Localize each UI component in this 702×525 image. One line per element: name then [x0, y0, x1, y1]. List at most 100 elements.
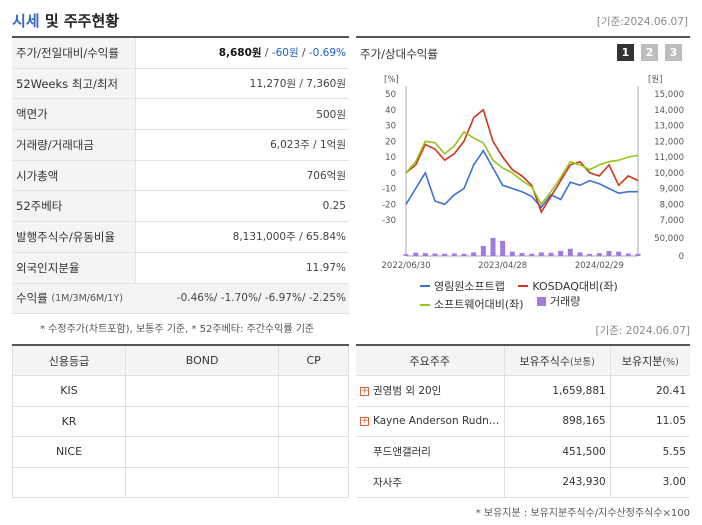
- returns-row: 수익률 (1M/3M/6M/1Y) -0.46%/ -1.70%/ -6.97%…: [12, 283, 349, 315]
- table-row: KIS: [12, 375, 349, 407]
- volume-bar: [529, 253, 535, 256]
- table-row: NICE: [12, 436, 349, 468]
- footnote-left: * 수정주가(차트포함), 보통주 기준, * 52주베타: 주간수익률 기준: [40, 324, 315, 335]
- summary-table: 주가/전일대비/수익률 8,680원 / -60원 / -0.69% 52Wee…: [12, 36, 349, 315]
- right-tick-label: 9,000: [660, 185, 684, 195]
- x-tick-label: 2023/04/28: [478, 261, 527, 271]
- holder-name: 푸드앤갤러리: [356, 436, 504, 468]
- period-tab-1[interactable]: 1: [617, 44, 634, 61]
- price-value: 8,680원: [218, 47, 262, 60]
- holder-shares: 898,165: [503, 406, 611, 437]
- holder-shares: 1,659,881: [503, 375, 611, 407]
- legend-kosdaq: KOSDAQ대비(좌): [518, 279, 618, 294]
- legend-volume: 거래량: [537, 294, 580, 309]
- volume-bar: [616, 251, 622, 256]
- right-tick-label: 7,000: [660, 216, 684, 226]
- chart-legend: 영림원소프트랩 KOSDAQ대비(좌) 소프트웨어대비(좌) 거래량: [420, 276, 680, 312]
- credit-cp: [278, 405, 349, 437]
- volume-bar: [480, 245, 486, 256]
- holder-name: 자사주: [356, 467, 504, 498]
- volume-bar: [587, 253, 593, 256]
- summary-label: 거래량/거래대금: [12, 130, 136, 160]
- summary-row-price: 주가/전일대비/수익률 8,680원 / -60원 / -0.69%: [12, 38, 349, 69]
- summary-value: 706억원: [306, 170, 346, 183]
- table-row: 푸드앤갤러리 451,500 5.55: [356, 436, 690, 468]
- holder-pct: 20.41: [609, 375, 690, 407]
- table-row: + Kayne Anderson Rudn… 898,165 11.05: [356, 406, 690, 437]
- volume-bar: [490, 238, 496, 256]
- footnote-right: * 보유지분 : 보유지분주식수/지수산정주식수×100: [475, 508, 690, 519]
- credit-cp: [278, 466, 349, 498]
- returns-label-text: 수익률: [16, 291, 48, 306]
- left-tick-label: 20: [385, 137, 396, 147]
- summary-value: 0.25: [322, 200, 346, 213]
- summary-label: 외국인지분율: [12, 252, 136, 283]
- chart-panel: 주가/상대수익률 1 2 3 [%] [원] 50 40 30 20 10 0 -10 -20 -3…: [356, 36, 690, 312]
- summary-label: 52주베타: [12, 191, 136, 222]
- volume-bar: [625, 253, 631, 256]
- credit-bond: [124, 466, 280, 498]
- summary-row: 외국인지분율 11.97%: [12, 252, 349, 284]
- volume-bar: [500, 240, 506, 256]
- summary-value: 11.97%: [305, 261, 346, 274]
- kosdaq-line: [405, 108, 639, 214]
- legend-stock: 영림원소프트랩: [420, 279, 505, 294]
- expand-plus-icon[interactable]: +: [360, 385, 369, 396]
- credit-agency: KIS: [12, 375, 126, 407]
- as-of-date: [기준:2024.06.07]: [596, 16, 688, 28]
- shareholders-table: 주요주주 보유주식수(보통) 보유지분(%) + 권영범 외 20인 1,659,…: [356, 344, 690, 498]
- period-tab-2[interactable]: 2: [641, 44, 658, 61]
- period-tab-3[interactable]: 3: [665, 44, 682, 61]
- table-row: [12, 466, 349, 498]
- volume-bar: [403, 254, 409, 256]
- left-tick-label: -30: [382, 216, 396, 226]
- summary-value: 8,680원 / -60원 / -0.69%: [218, 47, 346, 60]
- right-tick-label: 13,000: [654, 122, 684, 132]
- summary-value: 6,023주 / 1억원: [270, 139, 346, 152]
- summary-row: 거래량/거래대금 6,023주 / 1억원: [12, 130, 349, 161]
- volume-bar: [558, 250, 564, 256]
- table-row: KR: [12, 405, 349, 437]
- right-tick-label: 15,000: [654, 90, 684, 100]
- credit-header: 신용등급: [12, 344, 126, 376]
- returns-label-small: (1M/3M/6M/1Y): [51, 292, 123, 304]
- holders-header: 보유지분(%): [609, 345, 690, 376]
- expand-plus-icon[interactable]: +: [360, 415, 369, 426]
- holder-shares: 243,930: [503, 467, 611, 498]
- holders-header: 주요주주: [356, 345, 504, 376]
- volume-bar: [548, 252, 554, 256]
- summary-value: 500원: [316, 108, 346, 121]
- credit-bond: [124, 405, 280, 437]
- right-axis-unit: [원]: [648, 75, 662, 85]
- title-bar: 시세 및 주주현황 [기준:2024.06.07]: [0, 0, 702, 34]
- volume-bar: [422, 253, 428, 256]
- summary-label: 시가총액: [12, 160, 136, 191]
- volume-tick-label: 0: [679, 252, 684, 262]
- x-tick-label: 2022/06/30: [382, 261, 431, 271]
- volume-bar: [413, 252, 419, 256]
- credit-cp: [278, 436, 349, 468]
- volume-bar: [635, 253, 641, 256]
- credit-rating-table: 신용등급 BOND CP KIS KR NICE: [12, 344, 349, 498]
- right-tick-label: 8,000: [660, 200, 684, 210]
- left-tick-label: 0: [391, 169, 396, 179]
- holder-pct: 5.55: [609, 436, 690, 468]
- right-tick-label: 10,000: [654, 169, 684, 179]
- summary-label: 주가/전일대비/수익률: [12, 38, 136, 68]
- left-axis-unit: [%]: [384, 75, 399, 85]
- as-of-date-2: [기준: 2024.06.07]: [595, 325, 690, 337]
- software-line: [405, 130, 639, 206]
- change-value: -60원: [271, 47, 299, 60]
- rate-value: -0.69%: [308, 47, 346, 60]
- right-tick-label: 14,000: [654, 106, 684, 116]
- right-tick-label: 11,000: [654, 153, 684, 163]
- left-tick-label: -20: [382, 200, 396, 210]
- chart-title: 주가/상대수익률: [360, 47, 438, 61]
- holder-name: + Kayne Anderson Rudn…: [356, 406, 504, 437]
- left-tick-label: 40: [385, 106, 396, 116]
- title-rest: 및 주주현황: [39, 12, 120, 30]
- summary-row: 52주베타 0.25: [12, 191, 349, 223]
- summary-row: 발행주식수/유동비율 8,131,000주 / 65.84%: [12, 222, 349, 253]
- volume-bar: [606, 250, 612, 256]
- volume-bar: [471, 252, 477, 256]
